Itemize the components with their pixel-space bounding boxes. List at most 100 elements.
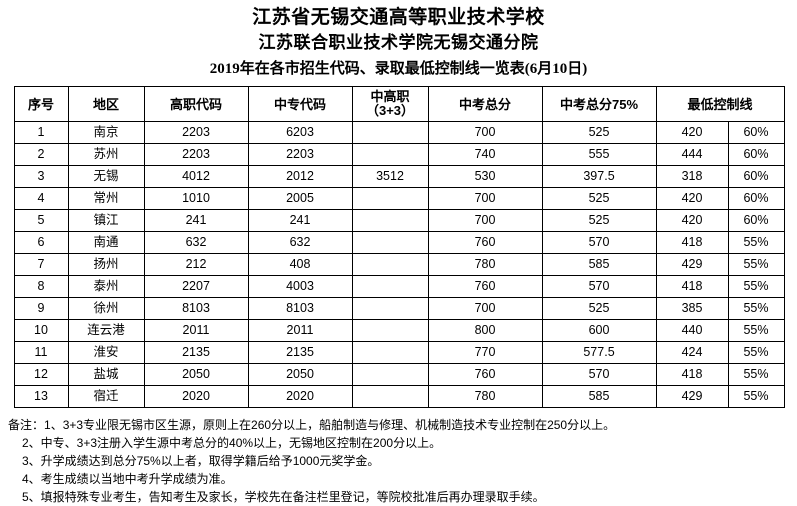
- cell-zhongzhuan-code: 2011: [247, 319, 353, 342]
- cell-index: 2: [13, 143, 69, 166]
- note-line-5: 5、填报特殊专业考生，告知考生及家长，学校先在备注栏里登记，等院校批准后再办理录…: [22, 490, 545, 504]
- cell-zhonggaozhi-code: [351, 187, 429, 210]
- table-row: 9 徐州 8103 8103 700 525 385 55%: [13, 297, 785, 320]
- cell-zhongzhuan-code: 632: [247, 231, 353, 254]
- cell-min-score: 418: [655, 275, 729, 298]
- cell-min-score: 418: [655, 363, 729, 386]
- cell-zhonggaozhi-code: [351, 121, 429, 144]
- cell-gaozhi-code: 1010: [143, 187, 249, 210]
- document-page: 江苏省无锡交通高等职业技术学校 江苏联合职业技术学院无锡交通分院 2019年在各…: [8, 7, 785, 504]
- cell-zhonggaozhi-code: [351, 231, 429, 254]
- cell-region: 盐城: [67, 363, 145, 386]
- col-header-zhongkao-75: 中考总分75%: [541, 86, 657, 122]
- cell-gaozhi-code: 2203: [143, 121, 249, 144]
- page-subtitle: 江苏联合职业技术学院无锡交通分院: [258, 33, 539, 52]
- cell-gaozhi-code: 212: [143, 253, 249, 276]
- table-row: 3 无锡 4012 2012 3512 530 397.5 318 60%: [13, 165, 785, 188]
- admission-table: 序号 地区 高职代码 中专代码 中高职 （3+3） 中考总分 中考总分75% 最…: [13, 86, 785, 408]
- cell-min-score: 420: [655, 121, 729, 144]
- table-body: 1 南京 2203 6203 700 525 420 60% 2 苏州 2203 2203 740 555…: [13, 121, 785, 408]
- cell-zhonggaozhi-code: [351, 275, 429, 298]
- cell-zhongzhuan-code: 2135: [247, 341, 353, 364]
- cell-gaozhi-code: 2135: [143, 341, 249, 364]
- cell-zhongzhuan-code: 2050: [247, 363, 353, 386]
- table-row: 6 南通 632 632 760 570 418 55%: [13, 231, 785, 254]
- cell-gaozhi-code: 2207: [143, 275, 249, 298]
- cell-min-score: 418: [655, 231, 729, 254]
- cell-region: 宿迁: [67, 385, 145, 408]
- cell-min-percent: 55%: [727, 319, 785, 342]
- cell-zhongzhuan-code: 2005: [247, 187, 353, 210]
- cell-zhonggaozhi-code: [351, 319, 429, 342]
- cell-zhongkao-total: 800: [427, 319, 543, 342]
- notes-label: 备注：: [8, 418, 45, 432]
- cell-index: 1: [13, 121, 69, 144]
- cell-min-score: 318: [655, 165, 729, 188]
- cell-index: 9: [13, 297, 69, 320]
- cell-zhongzhuan-code: 241: [247, 209, 353, 232]
- note-line-1: 备注：1、3+3专业限无锡市区生源，原则上在260分以上，船舶制造与修理、机械制…: [8, 416, 791, 434]
- cell-gaozhi-code: 2203: [143, 143, 249, 166]
- cell-min-percent: 55%: [727, 231, 785, 254]
- cell-min-score: 420: [655, 187, 729, 210]
- cell-region: 连云港: [67, 319, 145, 342]
- cell-gaozhi-code: 241: [143, 209, 249, 232]
- cell-region: 南京: [67, 121, 145, 144]
- cell-zhonggaozhi-code: [351, 143, 429, 166]
- cell-index: 5: [13, 209, 69, 232]
- table-row: 1 南京 2203 6203 700 525 420 60%: [13, 121, 785, 144]
- cell-zhongkao-total: 780: [427, 253, 543, 276]
- cell-gaozhi-code: 2011: [143, 319, 249, 342]
- cell-zhongkao-75: 585: [541, 253, 657, 276]
- cell-zhongzhuan-code: 2203: [247, 143, 353, 166]
- table-container: 序号 地区 高职代码 中专代码 中高职 （3+3） 中考总分 中考总分75% 最…: [13, 86, 785, 408]
- cell-min-score: 440: [655, 319, 729, 342]
- cell-zhongkao-75: 570: [541, 363, 657, 386]
- cell-index: 7: [13, 253, 69, 276]
- cell-zhongkao-total: 780: [427, 385, 543, 408]
- col-header-gaozhi-code: 高职代码: [143, 86, 249, 122]
- cell-region: 苏州: [67, 143, 145, 166]
- cell-zhongkao-75: 525: [541, 209, 657, 232]
- table-row: 4 常州 1010 2005 700 525 420 60%: [13, 187, 785, 210]
- col-header-zhongkao-total: 中考总分: [427, 86, 543, 122]
- table-row: 2 苏州 2203 2203 740 555 444 60%: [13, 143, 785, 166]
- cell-zhonggaozhi-code: [351, 297, 429, 320]
- table-row: 8 泰州 2207 4003 760 570 418 55%: [13, 275, 785, 298]
- cell-index: 3: [13, 165, 69, 188]
- cell-min-score: 424: [655, 341, 729, 364]
- cell-min-score: 444: [655, 143, 729, 166]
- cell-zhongkao-total: 760: [427, 363, 543, 386]
- cell-min-percent: 60%: [727, 187, 785, 210]
- cell-gaozhi-code: 632: [143, 231, 249, 254]
- cell-zhongzhuan-code: 408: [247, 253, 353, 276]
- cell-zhongkao-75: 600: [541, 319, 657, 342]
- cell-zhonggaozhi-code: 3512: [351, 165, 429, 188]
- cell-min-score: 420: [655, 209, 729, 232]
- cell-zhongkao-total: 700: [427, 121, 543, 144]
- table-row: 7 扬州 212 408 780 585 429 55%: [13, 253, 785, 276]
- cell-gaozhi-code: 2020: [143, 385, 249, 408]
- col-header-region: 地区: [67, 86, 145, 122]
- cell-index: 10: [13, 319, 69, 342]
- cell-index: 4: [13, 187, 69, 210]
- cell-zhongkao-75: 525: [541, 121, 657, 144]
- cell-zhongkao-total: 700: [427, 209, 543, 232]
- table-row: 11 淮安 2135 2135 770 577.5 424 55%: [13, 341, 785, 364]
- table-header-row: 序号 地区 高职代码 中专代码 中高职 （3+3） 中考总分 中考总分75% 最…: [13, 86, 785, 122]
- note-text-1: 1、3+3专业限无锡市区生源，原则上在260分以上，船舶制造与修理、机械制造技术…: [44, 418, 616, 432]
- notes-block: 备注：1、3+3专业限无锡市区生源，原则上在260分以上，船舶制造与修理、机械制…: [8, 416, 791, 506]
- cell-region: 淮安: [67, 341, 145, 364]
- cell-zhongkao-total: 760: [427, 275, 543, 298]
- col-header-zhonggaozhi: 中高职 （3+3）: [351, 86, 429, 122]
- cell-region: 泰州: [67, 275, 145, 298]
- cell-gaozhi-code: 4012: [143, 165, 249, 188]
- cell-zhongkao-75: 397.5: [541, 165, 657, 188]
- cell-zhongkao-total: 530: [427, 165, 543, 188]
- col-header-index: 序号: [13, 86, 69, 122]
- cell-zhongkao-total: 700: [427, 187, 543, 210]
- cell-gaozhi-code: 2050: [143, 363, 249, 386]
- col-header-zhonggaozhi-line1: 中高职: [370, 89, 410, 104]
- cell-min-percent: 55%: [727, 341, 785, 364]
- cell-min-percent: 55%: [727, 363, 785, 386]
